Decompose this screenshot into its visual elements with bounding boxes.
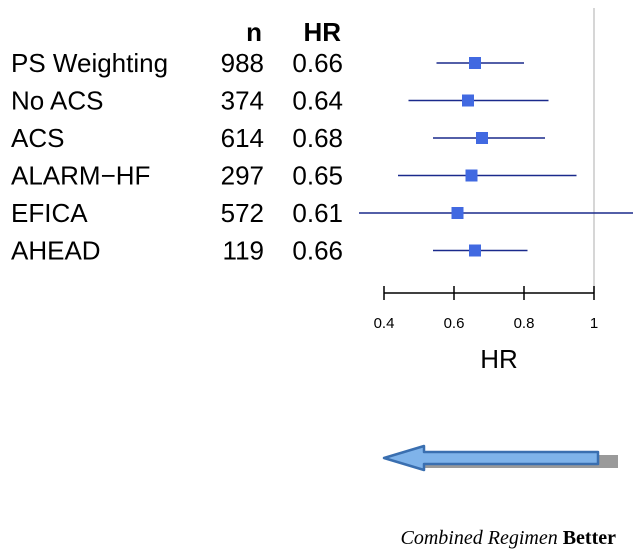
arrow-body xyxy=(382,444,600,472)
footer-italic: Combined Regimen xyxy=(400,527,558,549)
hr-marker xyxy=(469,244,481,257)
hr-marker xyxy=(465,169,478,182)
row-n: 614 xyxy=(221,123,264,153)
hr-marker xyxy=(476,132,488,144)
row-hr: 0.64 xyxy=(292,86,343,116)
row-hr: 0.68 xyxy=(292,123,343,153)
footer-caption: Combined Regimen Better xyxy=(0,527,616,550)
x-tick-label: 1 xyxy=(590,315,598,332)
row-hr: 0.65 xyxy=(292,161,343,191)
row-hr: 0.66 xyxy=(292,236,343,266)
row-label: ALARM−HF xyxy=(11,161,150,191)
row-label: No ACS xyxy=(11,86,104,116)
x-tick-label: 0.8 xyxy=(514,315,535,332)
row-label: EFICA xyxy=(11,198,88,228)
forest-rows: PS Weighting 988 0.66 No ACS 374 0.64 ACS 614 0.… xyxy=(11,48,633,266)
row-n: 374 xyxy=(221,86,264,116)
x-tick-label: 0.6 xyxy=(444,315,465,332)
x-axis-title: HR xyxy=(480,344,518,374)
row-label: PS Weighting xyxy=(11,48,168,78)
hr-marker xyxy=(469,57,481,69)
hr-marker xyxy=(451,207,464,219)
row-hr: 0.66 xyxy=(292,48,343,78)
row-n: 572 xyxy=(221,198,264,228)
row-n: 988 xyxy=(221,48,264,78)
x-tick-label: 0.4 xyxy=(374,315,395,332)
row-n: 119 xyxy=(223,236,264,266)
header-hr: HR xyxy=(303,17,341,47)
row-n: 297 xyxy=(221,161,264,191)
direction-arrow-icon xyxy=(382,444,618,472)
row-label: AHEAD xyxy=(11,236,101,266)
row-hr: 0.61 xyxy=(292,198,343,228)
footer-bold: Better xyxy=(562,527,616,549)
hr-marker xyxy=(462,94,474,107)
row-label: ACS xyxy=(11,123,64,153)
header-n: n xyxy=(246,17,262,47)
x-axis: 0.4 0.6 0.8 1 xyxy=(374,286,598,332)
